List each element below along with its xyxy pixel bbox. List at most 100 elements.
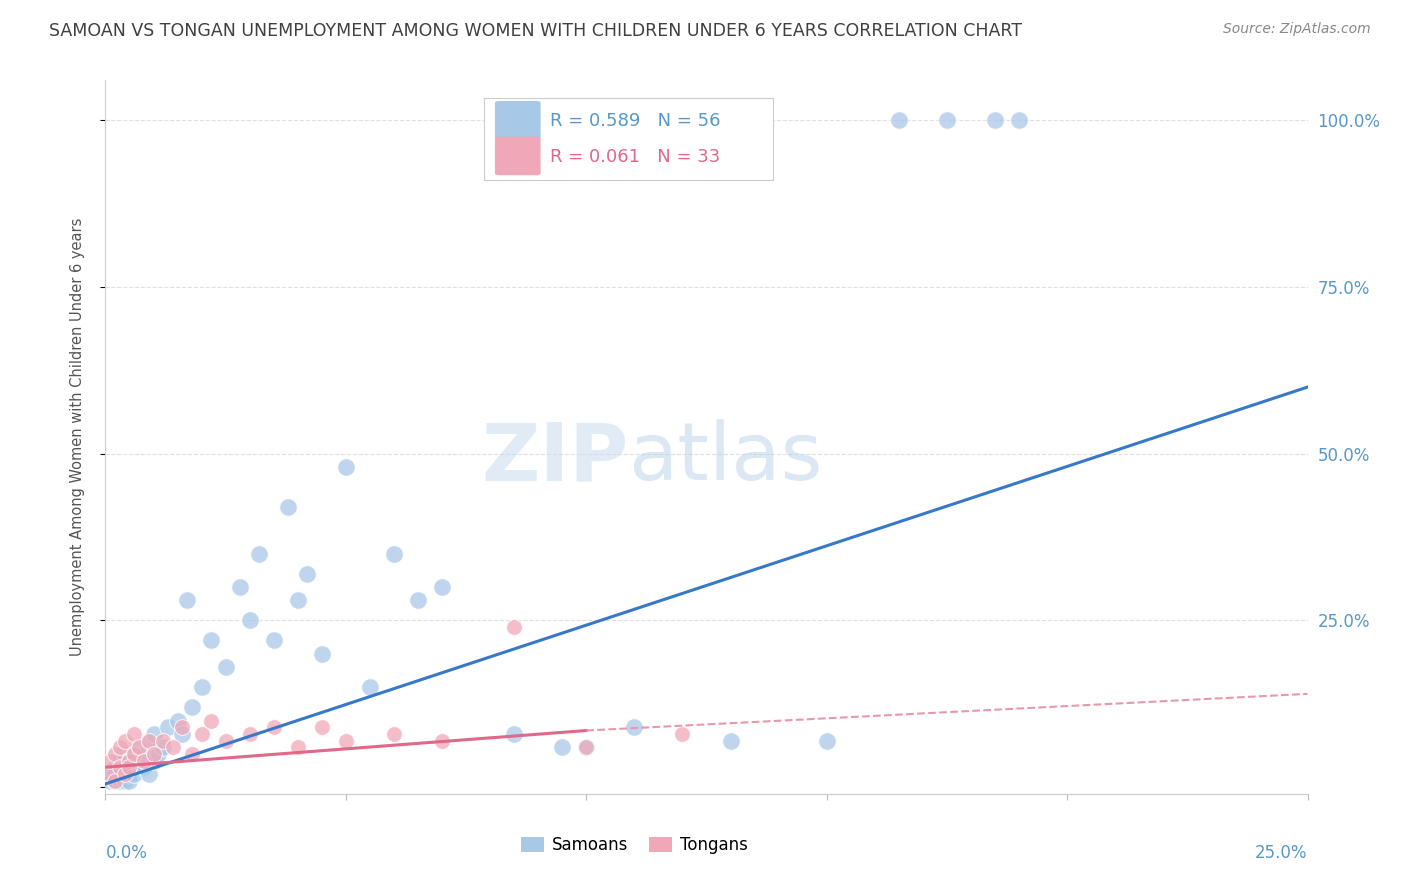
Text: ZIP: ZIP xyxy=(481,419,628,498)
Point xyxy=(984,113,1007,128)
Point xyxy=(815,733,838,747)
Point xyxy=(335,460,357,475)
Point xyxy=(124,747,146,761)
Point xyxy=(108,767,131,781)
Point xyxy=(148,747,170,761)
Point xyxy=(142,747,165,761)
Point xyxy=(229,580,252,594)
Point xyxy=(181,747,204,761)
Point xyxy=(114,773,136,788)
Point xyxy=(132,754,155,768)
Point xyxy=(181,700,204,714)
Point xyxy=(124,760,146,774)
Point xyxy=(176,593,198,607)
Text: 0.0%: 0.0% xyxy=(105,844,148,862)
Legend: Samoans, Tongans: Samoans, Tongans xyxy=(515,830,755,861)
Point xyxy=(239,614,262,628)
Point xyxy=(118,760,141,774)
Text: atlas: atlas xyxy=(628,419,823,498)
Point xyxy=(503,727,526,741)
Point xyxy=(287,740,309,755)
Point xyxy=(214,733,236,747)
Point xyxy=(277,500,299,515)
FancyBboxPatch shape xyxy=(495,136,541,175)
Point xyxy=(335,733,357,747)
Point xyxy=(297,566,319,581)
Point xyxy=(887,113,910,128)
Point xyxy=(98,754,121,768)
Point xyxy=(359,680,381,694)
Point xyxy=(172,727,194,741)
Point xyxy=(114,747,136,761)
Point xyxy=(503,620,526,634)
Point xyxy=(190,727,212,741)
Point xyxy=(671,727,693,741)
Point xyxy=(98,773,121,788)
Point xyxy=(118,767,141,781)
Point xyxy=(190,680,212,694)
Point xyxy=(311,720,333,734)
Point xyxy=(128,740,150,755)
Point xyxy=(247,547,270,561)
Point xyxy=(108,740,131,755)
Point xyxy=(114,733,136,747)
Point xyxy=(128,740,150,755)
Point xyxy=(104,773,127,788)
Text: Source: ZipAtlas.com: Source: ZipAtlas.com xyxy=(1223,22,1371,37)
Point xyxy=(172,720,194,734)
Point xyxy=(162,740,184,755)
Point xyxy=(382,547,405,561)
Point xyxy=(263,633,285,648)
Point xyxy=(142,754,165,768)
Point xyxy=(108,760,131,774)
Point xyxy=(138,733,160,747)
Point xyxy=(214,660,236,674)
Point xyxy=(430,580,453,594)
FancyBboxPatch shape xyxy=(495,101,541,139)
Point xyxy=(132,747,155,761)
Point xyxy=(142,727,165,741)
FancyBboxPatch shape xyxy=(484,98,773,180)
Point xyxy=(200,714,222,728)
Point xyxy=(152,733,174,747)
Point xyxy=(132,760,155,774)
Point xyxy=(98,767,121,781)
Point xyxy=(124,727,146,741)
Point xyxy=(720,733,742,747)
Point xyxy=(382,727,405,741)
Point xyxy=(98,767,121,781)
Point xyxy=(200,633,222,648)
Point xyxy=(287,593,309,607)
Point xyxy=(936,113,959,128)
Point xyxy=(114,760,136,774)
Point xyxy=(124,747,146,761)
Point xyxy=(108,773,131,788)
Point xyxy=(124,767,146,781)
Point xyxy=(166,714,188,728)
Point xyxy=(575,740,598,755)
Point xyxy=(430,733,453,747)
Point xyxy=(406,593,429,607)
Point xyxy=(152,740,174,755)
Point xyxy=(118,773,141,788)
Point xyxy=(311,647,333,661)
Point xyxy=(575,740,598,755)
Point xyxy=(551,740,574,755)
Point xyxy=(138,767,160,781)
Point xyxy=(104,747,127,761)
Point xyxy=(118,754,141,768)
Point xyxy=(104,773,127,788)
Point xyxy=(114,767,136,781)
Point xyxy=(138,733,160,747)
Point xyxy=(1008,113,1031,128)
Point xyxy=(128,754,150,768)
Point xyxy=(239,727,262,741)
Text: R = 0.589   N = 56: R = 0.589 N = 56 xyxy=(550,112,721,130)
Point xyxy=(263,720,285,734)
Point xyxy=(118,754,141,768)
Point xyxy=(623,720,645,734)
Y-axis label: Unemployment Among Women with Children Under 6 years: Unemployment Among Women with Children U… xyxy=(70,218,84,657)
Text: 25.0%: 25.0% xyxy=(1256,844,1308,862)
Point xyxy=(104,760,127,774)
Text: SAMOAN VS TONGAN UNEMPLOYMENT AMONG WOMEN WITH CHILDREN UNDER 6 YEARS CORRELATIO: SAMOAN VS TONGAN UNEMPLOYMENT AMONG WOME… xyxy=(49,22,1022,40)
